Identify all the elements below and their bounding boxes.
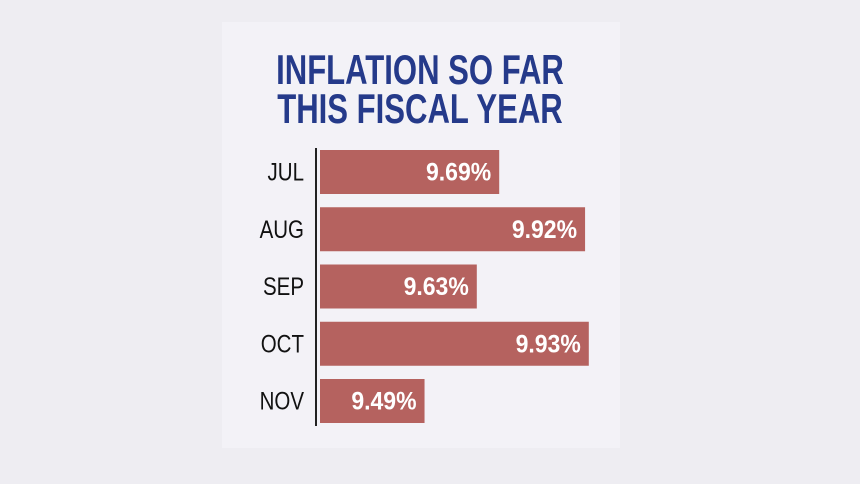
bar	[320, 207, 586, 252]
chart-title: INFLATION SO FAR THIS FISCAL YEAR	[276, 46, 564, 132]
category-label: NOV	[260, 387, 305, 415]
bar	[320, 264, 477, 309]
category-label: JUL	[268, 158, 304, 186]
bar	[320, 150, 500, 194]
value-label: 9.63%	[404, 273, 469, 301]
value-label: 9.92%	[512, 216, 577, 244]
bar	[320, 379, 425, 423]
category-label: AUG	[260, 215, 304, 243]
bar	[320, 321, 589, 366]
value-label: 9.49%	[351, 388, 416, 416]
value-label: 9.69%	[426, 159, 491, 187]
value-label: 9.93%	[516, 330, 581, 358]
category-label: SEP	[263, 272, 304, 300]
category-label: OCT	[261, 329, 304, 357]
